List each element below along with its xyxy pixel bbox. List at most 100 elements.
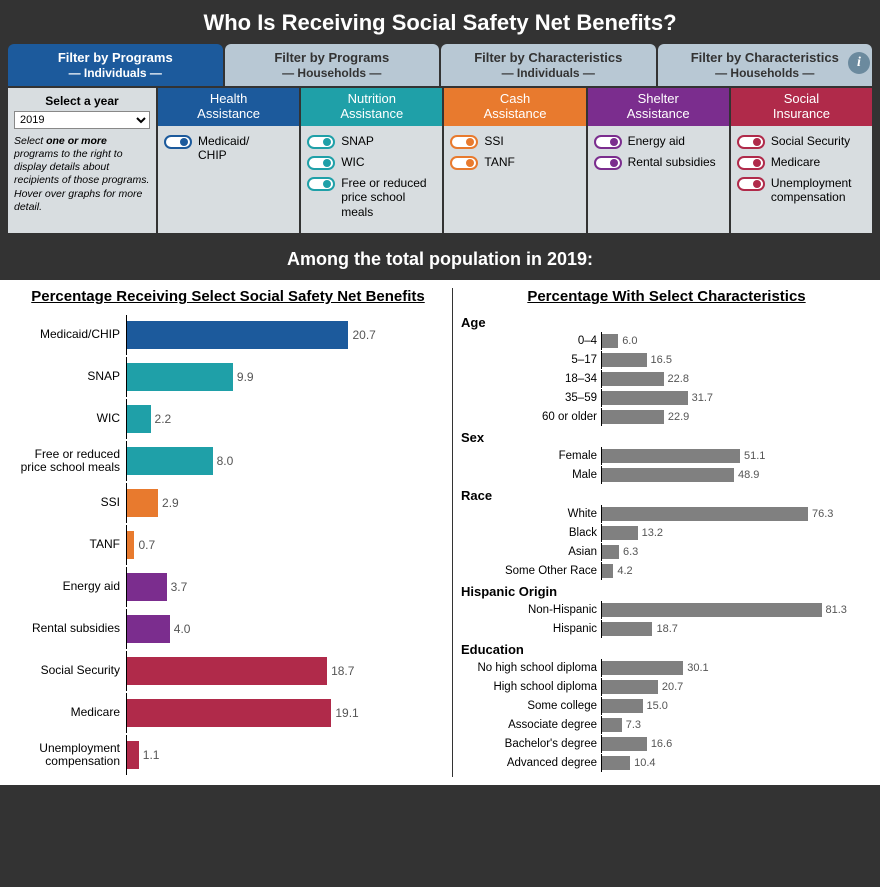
bar-value: 18.7 — [331, 664, 354, 678]
program-toggle-social-0[interactable]: Social Security — [737, 134, 866, 149]
bar-track[interactable]: 30.1 — [601, 659, 872, 677]
bar[interactable] — [127, 657, 327, 685]
bar[interactable] — [602, 622, 652, 636]
program-toggle-shelter-1[interactable]: Rental subsidies — [594, 155, 723, 170]
toggle-icon[interactable] — [737, 177, 765, 191]
bar[interactable] — [602, 449, 740, 463]
bar-track[interactable]: 1.1 — [126, 735, 448, 775]
bar[interactable] — [602, 564, 613, 578]
bar-value: 0.7 — [138, 538, 155, 552]
bar-track[interactable]: 0.7 — [126, 525, 448, 565]
bar[interactable] — [602, 526, 638, 540]
bar[interactable] — [602, 718, 622, 732]
bar-track[interactable]: 22.8 — [601, 370, 872, 388]
program-toggle-nutrition-0[interactable]: SNAP — [307, 134, 436, 149]
bar[interactable] — [127, 741, 139, 769]
bar-value: 4.0 — [174, 622, 191, 636]
bar-track[interactable]: 18.7 — [126, 651, 448, 691]
toggle-icon[interactable] — [164, 135, 192, 149]
bar[interactable] — [127, 447, 213, 475]
program-toggle-cash-0[interactable]: SSI — [450, 134, 579, 149]
bar[interactable] — [602, 507, 808, 521]
program-toggle-nutrition-1[interactable]: WIC — [307, 155, 436, 170]
bar[interactable] — [602, 756, 630, 770]
bar[interactable] — [602, 603, 822, 617]
toggle-icon[interactable] — [307, 177, 335, 191]
bar-track[interactable]: 31.7 — [601, 389, 872, 407]
program-toggle-shelter-0[interactable]: Energy aid — [594, 134, 723, 149]
tab-3[interactable]: Filter by Characteristics— Households — — [658, 44, 873, 86]
bar-track[interactable]: 18.7 — [601, 620, 872, 638]
bar-track[interactable]: 8.0 — [126, 441, 448, 481]
toggle-icon[interactable] — [737, 156, 765, 170]
bar-track[interactable]: 19.1 — [126, 693, 448, 733]
bar[interactable] — [602, 410, 664, 424]
tab-2[interactable]: Filter by Characteristics— Individuals — — [441, 44, 656, 86]
bar-track[interactable]: 6.0 — [601, 332, 872, 350]
bar-value: 13.2 — [642, 527, 663, 539]
bar-value: 20.7 — [352, 328, 375, 342]
bar-track[interactable]: 20.7 — [601, 678, 872, 696]
bar[interactable] — [127, 573, 167, 601]
bar[interactable] — [127, 363, 233, 391]
bar[interactable] — [127, 699, 331, 727]
bar-track[interactable]: 3.7 — [126, 567, 448, 607]
toggle-icon[interactable] — [594, 156, 622, 170]
bar-track[interactable]: 20.7 — [126, 315, 448, 355]
bar-track[interactable]: 16.5 — [601, 351, 872, 369]
toggle-icon[interactable] — [450, 156, 478, 170]
bar[interactable] — [127, 405, 151, 433]
bar-track[interactable]: 2.2 — [126, 399, 448, 439]
bar-track[interactable]: 10.4 — [601, 754, 872, 772]
toggle-icon[interactable] — [307, 156, 335, 170]
bar-track[interactable]: 4.0 — [126, 609, 448, 649]
bar[interactable] — [602, 661, 683, 675]
program-column-health: HealthAssistanceMedicaid/CHIP — [158, 88, 299, 233]
bar-track[interactable]: 16.6 — [601, 735, 872, 753]
year-select[interactable]: 2019 — [14, 111, 150, 129]
bar[interactable] — [602, 737, 647, 751]
left-bar-row-9: Medicare19.1 — [8, 693, 448, 733]
bar-label: Some college — [461, 700, 601, 713]
bar-track[interactable]: 2.9 — [126, 483, 448, 523]
bar-track[interactable]: 9.9 — [126, 357, 448, 397]
tab-0[interactable]: Filter by Programs— Individuals — — [8, 44, 223, 86]
bar[interactable] — [602, 372, 664, 386]
tab-1[interactable]: Filter by Programs— Households — — [225, 44, 440, 86]
bar-track[interactable]: 6.3 — [601, 543, 872, 561]
program-toggle-social-1[interactable]: Medicare — [737, 155, 866, 170]
program-toggle-cash-1[interactable]: TANF — [450, 155, 579, 170]
bar[interactable] — [127, 321, 348, 349]
bar[interactable] — [127, 615, 170, 643]
program-item-label: Free or reduced price school meals — [341, 176, 436, 219]
toggle-icon[interactable] — [450, 135, 478, 149]
bar-track[interactable]: 13.2 — [601, 524, 872, 542]
bar[interactable] — [602, 545, 619, 559]
bar[interactable] — [602, 391, 688, 405]
program-toggle-nutrition-2[interactable]: Free or reduced price school meals — [307, 176, 436, 219]
bar-track[interactable]: 76.3 — [601, 505, 872, 523]
bar-track[interactable]: 15.0 — [601, 697, 872, 715]
toggle-icon[interactable] — [594, 135, 622, 149]
bar-track[interactable]: 7.3 — [601, 716, 872, 734]
right-bar-row-2-0: White76.3 — [461, 505, 872, 523]
bar[interactable] — [602, 334, 618, 348]
program-toggle-social-2[interactable]: Unemployment compensation — [737, 176, 866, 205]
bar[interactable] — [127, 489, 158, 517]
info-icon[interactable]: i — [848, 52, 870, 74]
bar-label: Non-Hispanic — [461, 604, 601, 617]
bar[interactable] — [602, 680, 658, 694]
bar[interactable] — [127, 531, 134, 559]
bar-track[interactable]: 48.9 — [601, 466, 872, 484]
program-toggle-health-0[interactable]: Medicaid/CHIP — [164, 134, 293, 163]
bar-track[interactable]: 4.2 — [601, 562, 872, 580]
bar[interactable] — [602, 699, 643, 713]
toggle-icon[interactable] — [307, 135, 335, 149]
bar[interactable] — [602, 468, 734, 482]
bar-track[interactable]: 81.3 — [601, 601, 872, 619]
group-label-0: Age — [461, 315, 872, 330]
toggle-icon[interactable] — [737, 135, 765, 149]
bar-track[interactable]: 22.9 — [601, 408, 872, 426]
bar[interactable] — [602, 353, 647, 367]
bar-track[interactable]: 51.1 — [601, 447, 872, 465]
